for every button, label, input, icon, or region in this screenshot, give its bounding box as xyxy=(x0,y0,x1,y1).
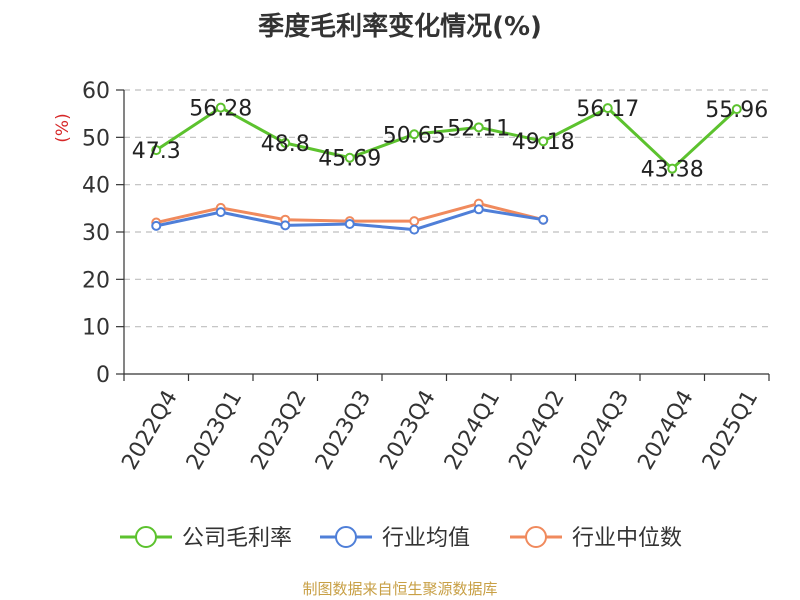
data-label: 43.38 xyxy=(641,158,704,183)
y-axis-title: (%) xyxy=(53,113,73,142)
data-point xyxy=(538,214,549,225)
legend: 公司毛利率 行业均值 行业中位数 xyxy=(120,526,682,551)
y-tick-label: 0 xyxy=(96,363,110,388)
data-point xyxy=(409,129,420,140)
data-point xyxy=(473,204,484,215)
data-label: 50.65 xyxy=(383,123,446,148)
data-point xyxy=(409,216,420,227)
data-label: 56.17 xyxy=(576,97,639,122)
source-note: 制图数据来自恒生聚源数据库 xyxy=(302,580,498,598)
y-tick-label: 40 xyxy=(82,174,110,199)
data-point xyxy=(409,224,420,235)
data-point xyxy=(667,163,678,174)
series-line xyxy=(155,106,738,171)
data-point xyxy=(280,138,291,149)
chart-title: 季度毛利率变化情况(%) xyxy=(258,12,542,42)
legend-item-label: 公司毛利率 xyxy=(182,526,292,551)
data-label: 49.18 xyxy=(512,130,575,155)
y-tick-label: 60 xyxy=(82,79,110,104)
series-lines xyxy=(151,102,742,235)
data-point xyxy=(602,103,613,114)
legend-marker xyxy=(525,526,547,548)
x-tick-label: 2023Q4 xyxy=(375,386,440,474)
data-point xyxy=(280,220,291,231)
x-tick-label: 2024Q4 xyxy=(633,386,698,474)
data-label: 56.28 xyxy=(189,97,252,122)
data-label: 45.69 xyxy=(318,147,381,172)
data-point xyxy=(215,207,226,218)
x-tick-label: 2023Q1 xyxy=(182,386,247,474)
legend-marker xyxy=(135,526,157,548)
data-point xyxy=(215,102,226,113)
data-point xyxy=(538,136,549,147)
data-label: 48.8 xyxy=(261,132,310,157)
x-tick-label: 2023Q3 xyxy=(311,386,376,474)
x-tick-label: 2024Q2 xyxy=(504,386,569,474)
data-point xyxy=(473,122,484,133)
data-label: 52.11 xyxy=(447,116,510,141)
data-point xyxy=(151,145,162,156)
data-point xyxy=(344,218,355,229)
x-tick-label: 2025Q1 xyxy=(698,386,763,474)
x-tick-label: 2024Q1 xyxy=(440,386,505,474)
x-tick-label: 2023Q2 xyxy=(246,386,311,474)
y-tick-label: 10 xyxy=(82,316,110,341)
data-point xyxy=(151,220,162,231)
data-label: 47.3 xyxy=(132,139,181,164)
data-point xyxy=(344,152,355,163)
data-point xyxy=(731,104,742,115)
data-label: 55.96 xyxy=(705,98,768,123)
y-tick-label: 20 xyxy=(82,268,110,293)
x-tick-label: 2024Q3 xyxy=(569,386,634,474)
legend-marker xyxy=(335,526,357,548)
grid-lines xyxy=(124,89,769,328)
x-tick-label: 2022Q4 xyxy=(117,386,182,474)
y-tick-label: 30 xyxy=(82,221,110,246)
legend-item-label: 行业均值 xyxy=(382,526,470,551)
legend-item-label: 行业中位数 xyxy=(572,526,682,551)
y-tick-label: 50 xyxy=(82,126,110,151)
